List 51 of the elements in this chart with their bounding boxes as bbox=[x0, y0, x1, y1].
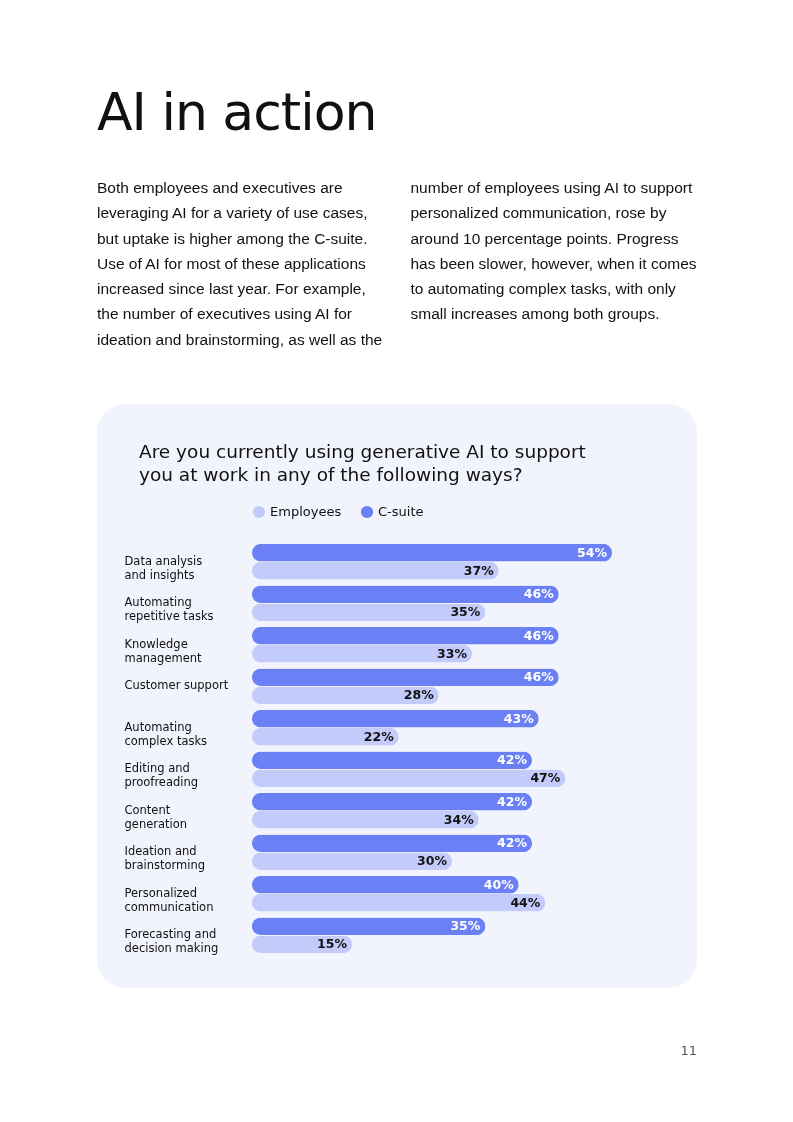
data-label: 34% bbox=[443, 811, 475, 827]
text: Both employees and executives are leveraging AI for a variety of use cases, but uptake is higher among the C-suite. Use of AI for most of these applications increased since last year. For example, the number of executives using AI for ideation and brainstorming, as well as the number of employees using AI to support personalized communication, rose by around 10 percentage points. Progress has been slower, however, when it comes to automating complex tasks, with only small increases among both groups. bbox=[97, 179, 697, 348]
data-label: 47% bbox=[530, 770, 561, 786]
chart-title: Are you currently using generative AI to support you at work in any of the following ways? bbox=[139, 440, 587, 486]
legend-label: C-suite bbox=[378, 504, 424, 519]
data-label: 28% bbox=[403, 687, 435, 703]
text: AI in action bbox=[97, 82, 377, 142]
bar bbox=[252, 917, 486, 936]
bar bbox=[252, 603, 486, 622]
y-tick-label: Automating complex tasks bbox=[124, 719, 208, 748]
bar bbox=[252, 792, 532, 811]
bar bbox=[252, 893, 546, 912]
data-label: 43% bbox=[503, 710, 535, 726]
text: 11 bbox=[680, 1043, 697, 1058]
data-label: 42% bbox=[497, 752, 528, 768]
y-tick-label: Data analysis and insights bbox=[124, 553, 203, 582]
y-tick-label: Content generation bbox=[124, 802, 188, 831]
y-tick-label: Ideation and brainstorming bbox=[124, 844, 206, 873]
data-label: 46% bbox=[523, 586, 555, 602]
bar bbox=[252, 875, 519, 894]
data-label: 42% bbox=[497, 835, 528, 851]
y-tick-label: Automating repetitive tasks bbox=[124, 595, 214, 624]
data-label: 54% bbox=[577, 544, 608, 560]
bar bbox=[252, 543, 612, 562]
legend-label: Employees bbox=[270, 504, 342, 519]
bar bbox=[252, 769, 566, 788]
bar bbox=[252, 834, 532, 853]
bar bbox=[252, 751, 532, 770]
y-tick-label: Editing and proofreading bbox=[124, 761, 199, 790]
bar bbox=[252, 561, 499, 580]
data-label: 37% bbox=[463, 562, 495, 578]
y-tick-label: Personalized communication bbox=[124, 885, 214, 914]
data-label: 46% bbox=[523, 669, 555, 685]
data-label: 15% bbox=[317, 936, 348, 952]
data-label: 22% bbox=[363, 728, 395, 744]
bar bbox=[252, 585, 559, 604]
data-label: 35% bbox=[450, 604, 481, 620]
bar bbox=[252, 709, 539, 728]
bar bbox=[252, 810, 479, 829]
data-label: 46% bbox=[523, 627, 555, 643]
data-label: 35% bbox=[450, 918, 481, 934]
data-label: 30% bbox=[417, 853, 448, 869]
y-tick-label: Customer support bbox=[124, 678, 229, 693]
data-label: 42% bbox=[497, 793, 528, 809]
bar bbox=[252, 626, 559, 645]
data-label: 40% bbox=[483, 876, 515, 892]
data-label: 33% bbox=[437, 645, 468, 661]
y-tick-label: Knowledge management bbox=[124, 636, 203, 665]
bar bbox=[252, 668, 559, 687]
data-label: 44% bbox=[510, 894, 541, 910]
y-tick-label: Forecasting and decision making bbox=[124, 927, 219, 956]
